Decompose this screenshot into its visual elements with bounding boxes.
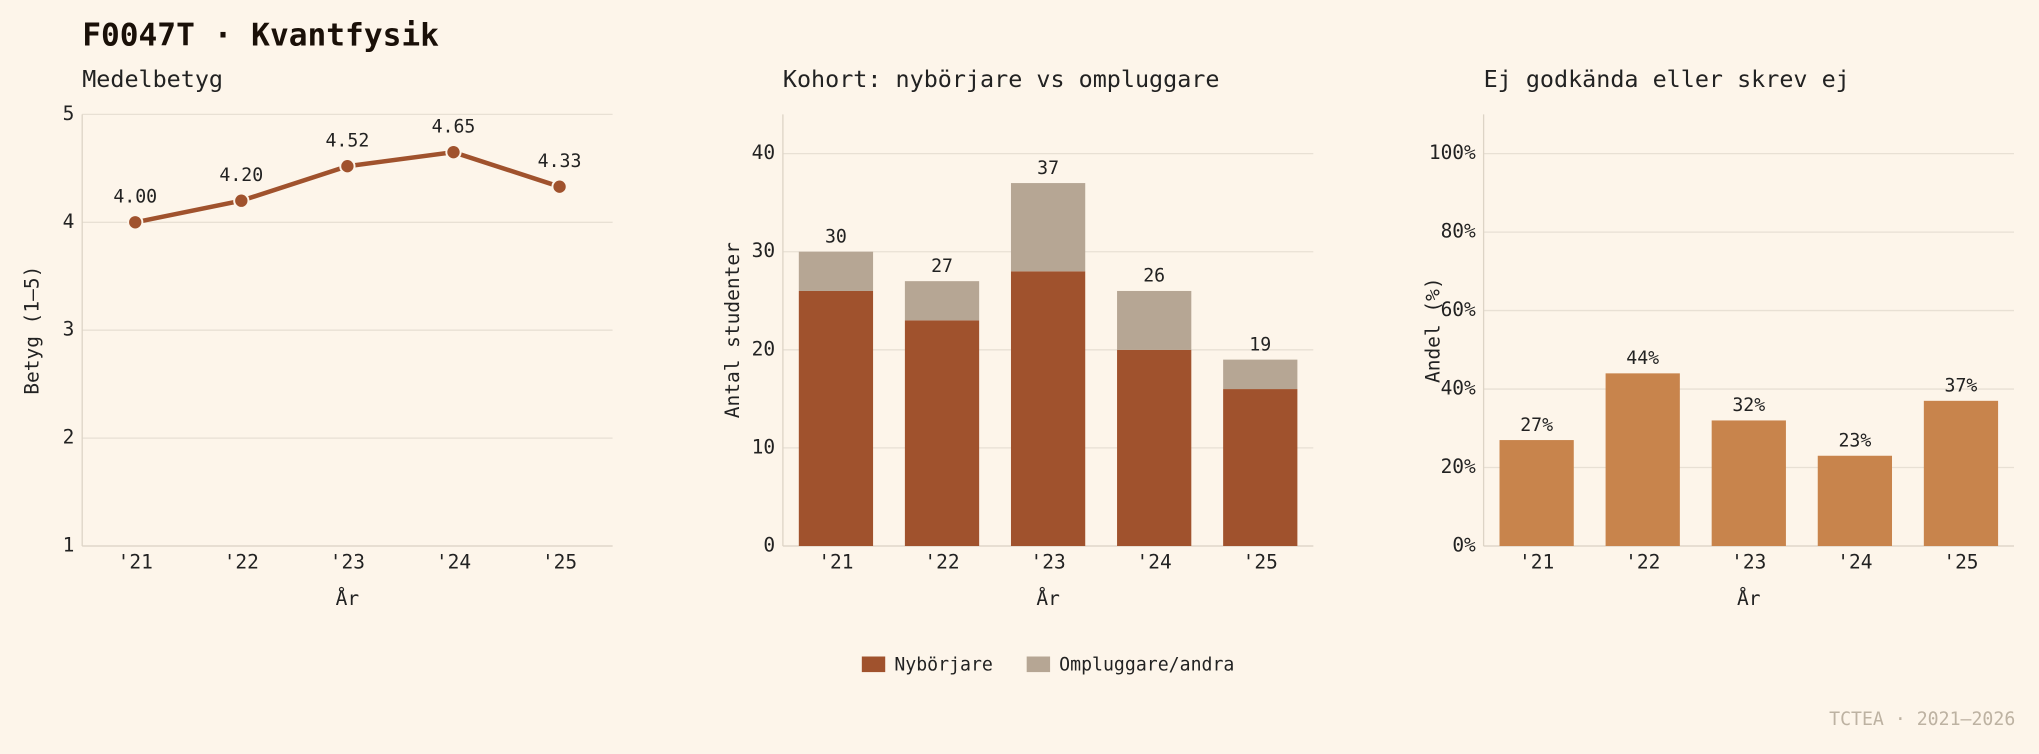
chart-title: Kohort: nybörjare vs ompluggare xyxy=(783,65,1220,93)
value-label: 4.65 xyxy=(432,116,476,137)
y-tick-label: 40 xyxy=(752,141,775,164)
x-tick-label: '24 xyxy=(1137,550,1172,573)
x-tick-label: '21 xyxy=(818,550,853,573)
y-tick-label: 100% xyxy=(1429,141,1476,164)
chart-title: Medelbetyg xyxy=(82,65,223,93)
total-label: 27 xyxy=(931,256,953,277)
bar-segment xyxy=(904,281,980,321)
x-tick-label: '23 xyxy=(330,550,365,573)
value-label: 32% xyxy=(1732,395,1765,416)
legend-label: Ompluggare/andra xyxy=(1059,655,1234,676)
value-label: 4.33 xyxy=(538,151,582,172)
x-tick-label: '25 xyxy=(542,550,577,573)
legend-swatch xyxy=(1026,656,1051,673)
y-tick-label: 0 xyxy=(763,534,775,557)
x-tick-label: '24 xyxy=(436,550,471,573)
bar-segment xyxy=(1010,183,1086,272)
point xyxy=(127,214,144,231)
y-tick-label: 40% xyxy=(1441,377,1476,400)
legend-swatch xyxy=(861,656,886,673)
y-tick-label: 10 xyxy=(752,435,775,458)
x-axis-label: År xyxy=(336,587,359,610)
y-axis-label: Betyg (1–5) xyxy=(20,266,43,395)
total-label: 30 xyxy=(825,226,847,247)
bar xyxy=(1923,400,1999,546)
y-tick-label: 1 xyxy=(63,534,75,557)
point xyxy=(551,178,568,195)
x-axis-label: År xyxy=(1036,587,1059,610)
total-label: 37 xyxy=(1037,158,1059,179)
value-label: 44% xyxy=(1626,348,1659,369)
y-tick-label: 0% xyxy=(1452,534,1476,557)
y-tick-label: 5 xyxy=(63,102,75,125)
value-label: 27% xyxy=(1520,415,1553,436)
y-axis-label: Antal studenter xyxy=(721,242,744,418)
legend-label: Nybörjare xyxy=(894,655,993,676)
bar xyxy=(1499,440,1574,546)
y-tick-label: 3 xyxy=(63,318,75,341)
bar-segment xyxy=(1223,359,1298,390)
x-tick-label: '21 xyxy=(118,550,153,573)
bar xyxy=(1817,455,1893,546)
x-tick-label: '25 xyxy=(1243,550,1278,573)
point xyxy=(233,192,250,209)
x-tick-label: '23 xyxy=(1731,550,1766,573)
value-label: 4.52 xyxy=(325,130,369,151)
y-tick-label: 20 xyxy=(752,337,775,360)
total-label: 19 xyxy=(1249,334,1271,355)
page-title: F0047T · Kvantfysik xyxy=(82,17,439,53)
value-label: 4.20 xyxy=(219,165,263,186)
y-tick-label: 30 xyxy=(752,239,775,262)
x-tick-label: '22 xyxy=(1625,550,1660,573)
total-label: 26 xyxy=(1143,266,1165,287)
y-tick-label: 80% xyxy=(1441,220,1476,243)
bar-segment xyxy=(1223,389,1298,546)
x-tick-label: '21 xyxy=(1519,550,1554,573)
x-tick-label: '22 xyxy=(924,550,959,573)
bar-segment xyxy=(798,290,874,546)
y-tick-label: 20% xyxy=(1441,455,1476,478)
chart-title: Ej godkända eller skrev ej xyxy=(1484,65,1850,93)
point xyxy=(445,144,462,161)
bar-segment xyxy=(904,320,980,546)
y-tick-label: 2 xyxy=(63,426,75,449)
x-axis-label: År xyxy=(1737,587,1760,610)
point xyxy=(339,158,356,175)
y-tick-label: 4 xyxy=(63,210,75,233)
bar-segment xyxy=(798,251,874,291)
x-tick-label: '24 xyxy=(1837,550,1872,573)
bar xyxy=(1711,420,1786,546)
bar xyxy=(1605,373,1680,546)
bar-segment xyxy=(1117,290,1192,350)
y-tick-label: 60% xyxy=(1441,298,1476,321)
bar-segment xyxy=(1117,349,1192,546)
bar-segment xyxy=(1010,271,1086,546)
footer: TCTEA · 2021–2026 xyxy=(1829,709,2015,730)
y-axis-label: Andel (%) xyxy=(1422,277,1445,383)
x-tick-label: '23 xyxy=(1030,550,1065,573)
x-tick-label: '22 xyxy=(224,550,259,573)
value-label: 37% xyxy=(1945,376,1978,397)
value-label: 4.00 xyxy=(113,187,157,208)
x-tick-label: '25 xyxy=(1943,550,1978,573)
value-label: 23% xyxy=(1838,430,1871,451)
